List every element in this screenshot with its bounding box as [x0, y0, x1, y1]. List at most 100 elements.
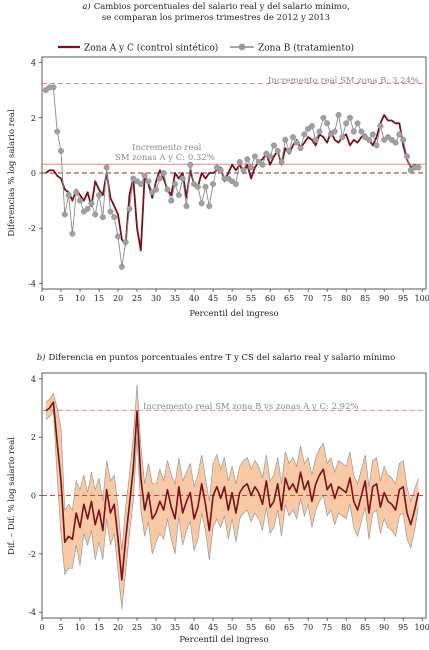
panel-a-xtick-label: 35: [170, 294, 180, 303]
series-b-point: [392, 139, 399, 146]
series-b-point: [335, 111, 342, 118]
panel-b-confidence-band: [45, 384, 419, 610]
panel-a-xtick-label: 55: [246, 294, 256, 303]
panel-a-annotation-zone-b: Incremento real SM zona B: 3.24%: [268, 76, 419, 86]
series-b-point: [354, 120, 361, 127]
series-b-point: [202, 183, 209, 190]
series-b-point: [111, 214, 118, 221]
series-b-point: [210, 181, 217, 188]
panel-a-legend: Zona A y C (control sintético) Zona B (t…: [58, 43, 354, 54]
panel-b-xtick-label: 60: [265, 623, 275, 632]
series-b-point: [308, 123, 315, 130]
panel-b-xtick-label: 20: [113, 623, 123, 632]
panel-a-annotation-zone-ac-1: Incremento real: [132, 143, 202, 153]
series-b-point: [145, 178, 152, 185]
series-b-point: [396, 131, 403, 138]
series-b-point: [153, 186, 160, 193]
panel-a-xtick-label: 20: [113, 294, 123, 303]
panel-a-xtick-label: 25: [132, 294, 142, 303]
series-b-point: [179, 175, 186, 182]
band-area: [45, 384, 419, 610]
panel-a-title-line2: se comparan los primeros trimestres de 2…: [102, 13, 330, 23]
panel-b-prefix: b): [37, 352, 46, 363]
panel-a-xtick-label: 10: [75, 294, 85, 303]
panel-a-ytick-label: 0: [31, 169, 36, 178]
series-b-point: [270, 142, 277, 149]
series-b-point: [339, 134, 346, 141]
panel-b-xtick-label: 100: [415, 623, 429, 632]
panel-a-ylabel: Diferencias % log salario real: [7, 109, 17, 237]
series-b-point: [267, 153, 274, 160]
series-b-point: [400, 136, 407, 143]
panel-a-xtick-label: 40: [189, 294, 199, 303]
panel-a-xtick-label: 65: [284, 294, 294, 303]
panel-b-xtick-label: 75: [322, 623, 332, 632]
panel-a-xtick-label: 75: [322, 294, 332, 303]
panel-b-ytick-label: -2: [28, 550, 36, 559]
series-b-point: [65, 192, 72, 199]
series-b-point: [244, 156, 251, 163]
series-b-point: [350, 128, 357, 135]
panel-a-plot: 0 5 10 15 20 25 30 35 40 45 50 55 60 65 70 75 80 85 90 95 10…: [28, 56, 429, 303]
series-b-point: [278, 158, 285, 165]
panel-b-xtick-label: 85: [360, 623, 370, 632]
panel-b-xtick-label: 5: [58, 623, 63, 632]
series-b-point: [324, 120, 331, 127]
panel-a-title-text: Cambios porcentuales del salario real y …: [94, 1, 350, 12]
panel-b-xtick-label: 95: [398, 623, 408, 632]
panel-a-xtick-label: 85: [360, 294, 370, 303]
panel-a-xtick-label: 50: [227, 294, 237, 303]
panel-b-ytick-label: -4: [28, 608, 36, 617]
series-b-point: [282, 136, 289, 143]
panel-b-title-text: Diferencia en puntos porcentuales entre …: [49, 352, 396, 363]
panel-a-xtick-label: 60: [265, 294, 275, 303]
panel-b-ylabel: Dif. – Dif. % log salario real: [7, 437, 17, 555]
series-b-point: [73, 189, 80, 196]
series-b-point: [172, 181, 179, 188]
panel-b-xtick-label: 55: [246, 623, 256, 632]
series-b-point: [164, 186, 171, 193]
series-b-point: [236, 158, 243, 165]
panel-b-xtick-label: 50: [227, 623, 237, 632]
series-b-point: [88, 200, 95, 207]
panel-a-xtick-label: 90: [379, 294, 389, 303]
series-b-point: [358, 128, 365, 135]
series-b-point: [50, 84, 57, 91]
panel-b-ytick-label: 2: [31, 433, 36, 442]
series-b-point: [369, 131, 376, 138]
panel-b-xlabel: Percentil del ingreso: [179, 635, 268, 645]
panel-b-xtick-label: 70: [303, 623, 313, 632]
panel-a-xtick-label: 0: [39, 294, 44, 303]
series-b-point: [84, 205, 91, 212]
panel-b-xtick-label: 15: [94, 623, 104, 632]
panel-a-xtick-label: 70: [303, 294, 313, 303]
panel-b-xtick-label: 80: [341, 623, 351, 632]
series-b-point: [175, 192, 182, 199]
panel-b-xtick-label: 90: [379, 623, 389, 632]
panel-a-reference-lines: [42, 83, 426, 174]
panel-a-xtick-label: 100: [415, 294, 429, 303]
series-b-point: [69, 230, 76, 237]
series-b-point: [346, 114, 353, 121]
series-b-point: [54, 128, 61, 135]
series-b-point: [107, 208, 114, 215]
panel-a-prefix: a): [82, 1, 90, 12]
legend-swatch-b-marker: [238, 43, 246, 51]
series-b-point: [168, 197, 175, 204]
series-b-point: [293, 139, 300, 146]
series-b-point: [194, 183, 201, 190]
series-b-point: [248, 164, 255, 171]
panel-a-annotation-zone-b-text: Incremento real SM zona B: 3.24%: [268, 76, 419, 86]
series-b-point: [141, 172, 148, 179]
series-b-point: [312, 136, 319, 143]
panel-a-ytick-label: 4: [31, 59, 36, 68]
series-b-point: [115, 233, 122, 240]
series-b-point: [96, 192, 103, 199]
series-b-point: [301, 131, 308, 138]
series-b-point: [160, 169, 167, 176]
panel-b-ytick-label: 0: [31, 492, 36, 501]
panel-b-xtick-label: 40: [189, 623, 199, 632]
band-upper-edge: [45, 384, 419, 551]
panel-b-xtick-label: 65: [284, 623, 294, 632]
